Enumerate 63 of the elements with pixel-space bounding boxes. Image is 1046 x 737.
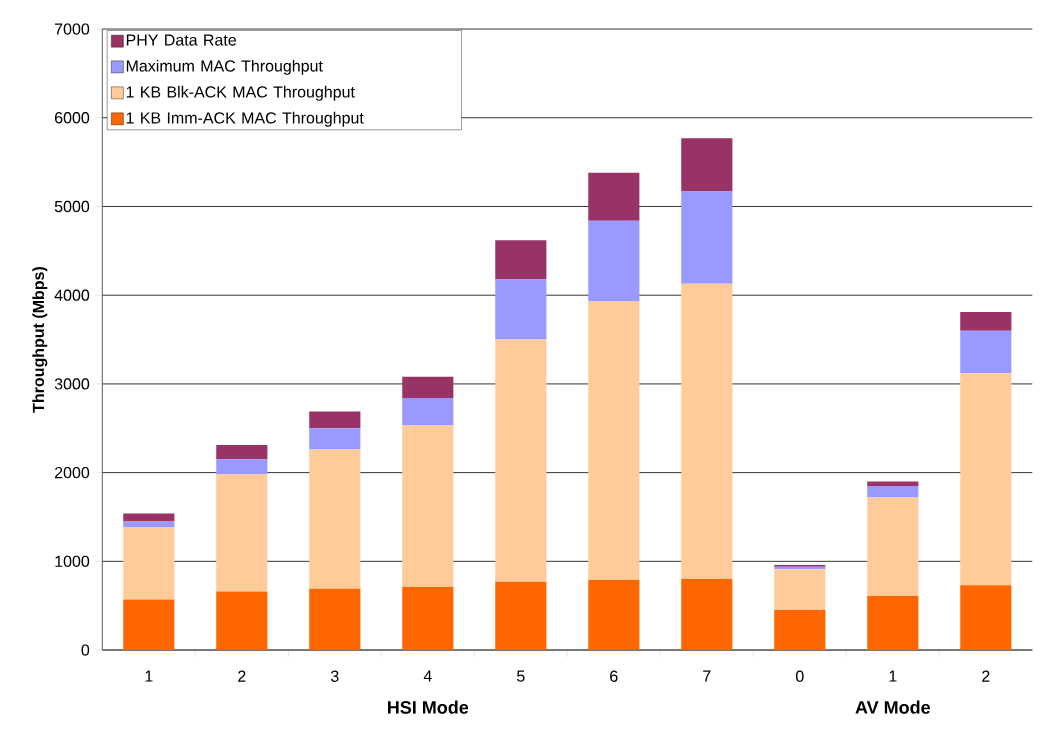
y-axis-title: Throughput (Mbps) (32, 267, 48, 413)
bar (681, 138, 733, 192)
x-tick-label: 2 (238, 670, 246, 682)
bar (495, 339, 547, 582)
y-tick-label: 0 (81, 644, 90, 656)
text: AV Mode (855, 700, 931, 714)
y-tick-label: 7000 (55, 23, 90, 35)
x-tick-label: 2 (982, 670, 990, 682)
bar (309, 428, 361, 450)
bar (309, 449, 361, 589)
x-tick-label: 4 (423, 670, 432, 682)
bar (774, 569, 826, 611)
bar (681, 579, 733, 651)
x-tick-label: 5 (517, 670, 525, 682)
bar (123, 599, 175, 651)
bar (402, 587, 454, 651)
bar (123, 527, 175, 600)
bar (309, 588, 361, 651)
y-tick-label: 1000 (55, 555, 90, 567)
x-tick-label: 1 (145, 670, 153, 682)
bar (681, 191, 733, 284)
bar (309, 411, 361, 429)
bar (867, 595, 919, 651)
bar (960, 373, 1012, 586)
y-tick-label: 3000 (54, 378, 90, 390)
legend-label: 1 KB Imm-ACK MAC Throughput (126, 111, 364, 127)
bar (216, 474, 268, 592)
x-tick-label: 6 (610, 670, 618, 682)
bar (867, 485, 919, 498)
bar (216, 459, 268, 475)
bar (495, 240, 547, 280)
bar (495, 581, 547, 651)
legend-label: 1 KB Blk-ACK MAC Throughput (126, 85, 355, 101)
x-tick-label: 3 (330, 670, 339, 682)
bar (402, 425, 454, 588)
bar (681, 283, 733, 580)
x-tick-label: 0 (795, 670, 804, 682)
bar (216, 445, 268, 460)
bar (123, 521, 175, 528)
y-tick-label: 5000 (54, 200, 90, 213)
legend-label: Maximum MAC Throughput (126, 59, 323, 75)
bar (588, 301, 640, 580)
bar (960, 312, 1012, 331)
bar (867, 497, 919, 596)
bar (960, 585, 1012, 651)
bar (495, 279, 547, 340)
bar (960, 330, 1012, 374)
bar (588, 579, 640, 651)
bar (867, 481, 919, 486)
bar (588, 220, 640, 302)
legend-label: PHY Data Rate (126, 34, 236, 46)
y-tick-label: 2000 (55, 466, 90, 479)
y-tick-label: 6000 (55, 112, 90, 124)
y-tick-label: 4000 (54, 289, 90, 301)
bar (402, 398, 454, 426)
bar (402, 376, 454, 399)
text: HSI Mode (388, 700, 469, 714)
bar (588, 172, 640, 221)
bar (123, 513, 175, 522)
x-tick-label: 1 (889, 670, 897, 682)
bar (216, 591, 268, 651)
x-tick-label: 7 (703, 670, 711, 682)
bar (774, 610, 826, 651)
